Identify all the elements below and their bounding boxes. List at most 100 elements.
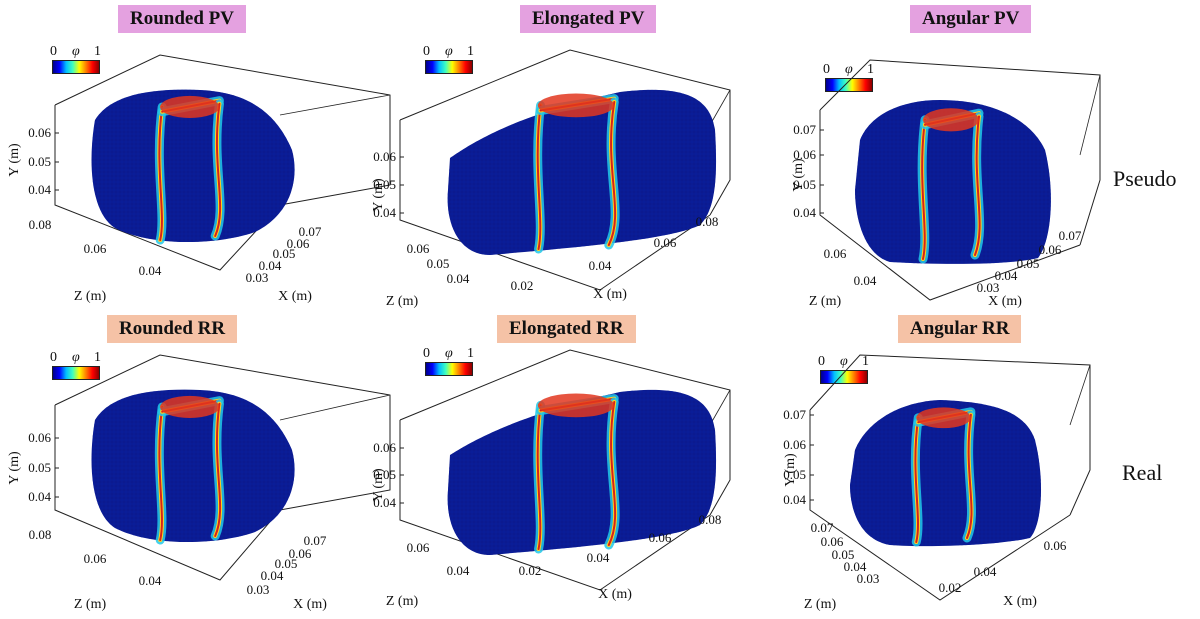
x-axis: 0.070.060.050.040.03X (m) (246, 224, 322, 304)
colorbar-min-label: 0 (423, 346, 430, 361)
plot-3d: 0.060.050.04Y (m)0.060.050.04Z (m)0.020.… (371, 49, 731, 309)
z-axis: 0.08 0.06 0.04 Z (m) (29, 217, 162, 304)
x-tick-label: 0.04 (261, 568, 284, 583)
plot-3d: 0.070.060.050.04Y (m)0.070.060.050.040.0… (783, 354, 1091, 612)
z-tick-label: 0.06 (821, 534, 844, 549)
voxel-texture (850, 400, 1042, 547)
y-axis-label: Y (m) (783, 453, 798, 487)
panel-rounded-pv: Rounded PV 0 φ 1 0.06 0.05 0.04 Y (m) 0.08 0.06 0.… (0, 0, 391, 305)
y-tick-label: 0.04 (28, 489, 51, 504)
y-tick-label: 0.06 (793, 147, 816, 162)
x-tick-label: 0.04 (587, 550, 610, 565)
panel-rounded-rr: Rounded RR 0 φ 1 0.06 0.05 0.04 Y (m) 0.08 0.06 0.… (0, 310, 391, 615)
voxel-texture (91, 89, 295, 243)
row-label-pseudo: Pseudo (1113, 166, 1177, 191)
x-tick-label: 0.08 (699, 512, 722, 527)
x-tick-label: 0.07 (1059, 228, 1082, 243)
x-axis-label: X (m) (1003, 594, 1037, 609)
colorbar-symbol: φ (72, 44, 80, 59)
colorbar-gradient (825, 78, 873, 92)
y-tick-label: 0.05 (793, 177, 816, 192)
y-tick-label: 0.05 (28, 460, 51, 475)
panel-title: Elongated PV (520, 5, 657, 33)
y-axis-label: Y (m) (7, 451, 22, 485)
x-tick-label: 0.06 (654, 235, 677, 250)
y-axis: 0.07 0.06 0.05 0.04 Y (m) (783, 407, 814, 507)
colorbar-gradient (820, 370, 868, 384)
panel-elongated-rr: Elongated RR 0 φ 1 0.06 0.05 0.04 Y (m) 0.06 0.04… (370, 310, 760, 615)
colorbar-gradient (425, 362, 473, 376)
z-tick-label: 0.06 (84, 551, 107, 566)
x-tick-label: 0.02 (939, 580, 962, 595)
x-tick-label: 0.04 (995, 268, 1018, 283)
panel-angular-pv: Angular PV 0 φ 1 0.07 0.06 0.05 0.04 Y (m) 0.06 0.… (780, 0, 1170, 309)
x-tick-label: 0.04 (589, 258, 612, 273)
x-axis: 0.02 0.04 0.06 X (m) (939, 538, 1067, 609)
axes-box (399, 49, 731, 291)
y-tick-label: 0.04 (783, 492, 806, 507)
x-tick-label: 0.06 (649, 530, 672, 545)
colorbar-max-label: 1 (94, 350, 101, 365)
x-tick-label: 0.02 (519, 563, 542, 578)
x-tick-label: 0.07 (304, 533, 327, 548)
z-tick-label: 0.04 (844, 559, 867, 574)
colorbar-symbol: φ (445, 346, 453, 361)
x-axis-label: X (m) (988, 294, 1022, 309)
voxel-texture (447, 89, 717, 256)
colorbar-gradient (425, 60, 473, 74)
fracture-network (533, 393, 620, 554)
y-tick-label: 0.04 (373, 205, 396, 220)
y-tick-label: 0.05 (28, 154, 51, 169)
colorbar-symbol: φ (845, 62, 853, 77)
colorbar-max-label: 1 (467, 44, 474, 59)
z-tick-label: 0.08 (29, 217, 52, 232)
panel-angular-rr: Angular RR 0 φ 1 0.07 0.06 0.05 0.04 Y (m) 0.07 0.… (780, 310, 1170, 615)
y-axis-label: Y (m) (371, 178, 386, 212)
x-tick-label: 0.03 (246, 270, 269, 285)
z-tick-label: 0.05 (427, 256, 450, 271)
y-tick-label: 0.05 (373, 467, 396, 482)
y-tick-label: 0.06 (28, 430, 51, 445)
panel-title: Angular PV (910, 5, 1032, 33)
z-tick-label: 0.05 (832, 547, 855, 562)
z-tick-label: 0.04 (139, 573, 162, 588)
y-tick-label: 0.04 (373, 495, 396, 510)
z-axis: 0.06 0.04 Z (m) (386, 540, 470, 609)
colorbar-symbol: φ (445, 44, 453, 59)
y-axis: 0.07 0.06 0.05 0.04 Y (m) (791, 122, 824, 220)
colorbar-symbol: φ (840, 354, 848, 369)
z-axis-label: Z (m) (809, 294, 842, 309)
x-tick-label: 0.06 (1039, 242, 1062, 257)
z-axis-label: Z (m) (74, 597, 107, 612)
colorbar-min-label: 0 (818, 354, 825, 369)
z-axis-label: Z (m) (804, 597, 837, 612)
z-axis: 0.06 0.04 Z (m) (809, 246, 877, 309)
axes-box (809, 354, 1091, 601)
fracture-network (917, 108, 985, 264)
x-axis: 0.070.060.050.040.03X (m) (977, 228, 1082, 309)
panel-elongated-pv: Elongated PV 0 φ 1 0.06 0.05 0.04 Y (m) 0.06 0.05… (370, 0, 760, 309)
y-tick-label: 0.07 (783, 407, 806, 422)
x-tick-label: 0.07 (299, 224, 322, 239)
y-tick-label: 0.06 (373, 440, 396, 455)
y-tick-label: 0.07 (793, 122, 816, 137)
colorbar-min-label: 0 (50, 350, 57, 365)
y-axis-label: Y (m) (791, 158, 806, 192)
plot-3d: 0.070.060.050.04Y (m)0.060.04Z (m)0.070.… (791, 59, 1101, 309)
z-tick-label: 0.04 (447, 271, 470, 286)
y-axis: 0.06 0.05 0.04 Y (m) (7, 430, 59, 504)
fracture-network (533, 93, 620, 254)
z-axis-label: Z (m) (386, 294, 419, 309)
axes-box (54, 54, 391, 271)
axes-box (819, 59, 1101, 301)
y-tick-label: 0.05 (783, 467, 806, 482)
voxel-texture (91, 389, 295, 543)
x-tick-label: 0.05 (1017, 256, 1040, 271)
colorbar-max-label: 1 (862, 354, 869, 369)
x-tick-label: 0.08 (696, 214, 719, 229)
